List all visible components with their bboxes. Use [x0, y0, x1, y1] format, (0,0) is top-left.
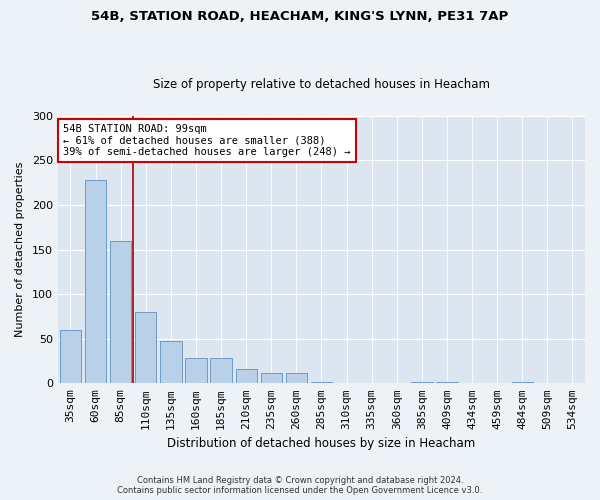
- Bar: [512, 382, 533, 384]
- X-axis label: Distribution of detached houses by size in Heacham: Distribution of detached houses by size …: [167, 437, 476, 450]
- Bar: [185, 358, 206, 384]
- Bar: [135, 312, 157, 384]
- Bar: [286, 374, 307, 384]
- Text: Contains HM Land Registry data © Crown copyright and database right 2024.
Contai: Contains HM Land Registry data © Crown c…: [118, 476, 482, 495]
- Bar: [411, 382, 433, 384]
- Bar: [160, 342, 182, 384]
- Bar: [436, 382, 458, 384]
- Bar: [60, 330, 81, 384]
- Bar: [311, 382, 332, 384]
- Bar: [85, 180, 106, 384]
- Y-axis label: Number of detached properties: Number of detached properties: [15, 162, 25, 337]
- Bar: [260, 374, 282, 384]
- Bar: [236, 369, 257, 384]
- Bar: [211, 358, 232, 384]
- Bar: [110, 240, 131, 384]
- Text: 54B STATION ROAD: 99sqm
← 61% of detached houses are smaller (388)
39% of semi-d: 54B STATION ROAD: 99sqm ← 61% of detache…: [63, 124, 351, 157]
- Title: Size of property relative to detached houses in Heacham: Size of property relative to detached ho…: [153, 78, 490, 91]
- Text: 54B, STATION ROAD, HEACHAM, KING'S LYNN, PE31 7AP: 54B, STATION ROAD, HEACHAM, KING'S LYNN,…: [91, 10, 509, 23]
